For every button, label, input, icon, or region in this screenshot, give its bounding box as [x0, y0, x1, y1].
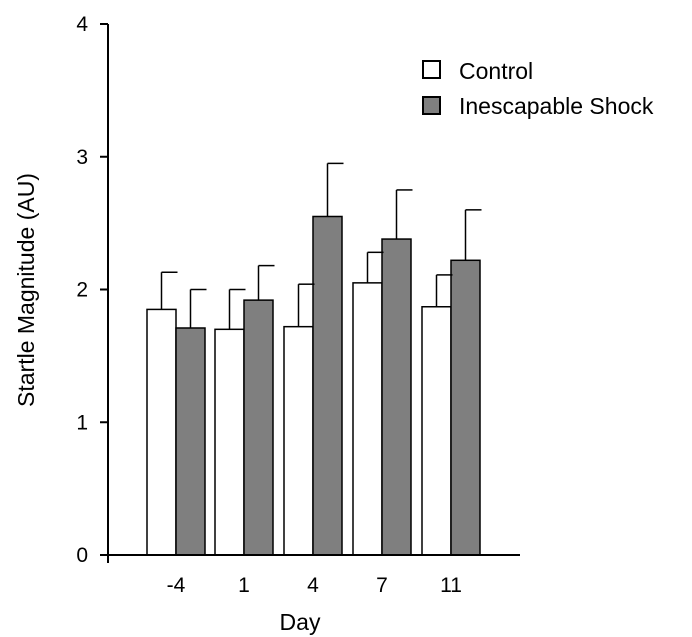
y-tick-label: 4: [76, 13, 88, 36]
bar-control-day-1: [214, 328, 245, 556]
x-tick-label: 7: [376, 574, 388, 597]
y-tick-label: 2: [76, 279, 88, 302]
x-tick-label: 4: [307, 574, 319, 597]
bar-control-day--4: [146, 308, 177, 556]
bar-control-day-4: [283, 325, 314, 556]
legend-label-inescapable-shock: Inescapable Shock: [459, 93, 654, 119]
legend: Control Inescapable Shock: [422, 58, 654, 119]
x-tick-label: 11: [440, 574, 462, 597]
x-tick-label: -4: [167, 574, 186, 597]
error-bar-control-day-4: [297, 283, 315, 327]
bar-inescapable-shock-day-4: [312, 215, 343, 556]
bar-inescapable-shock-day-1: [243, 299, 274, 556]
error-bar-control-day-7: [366, 251, 384, 283]
x-ticks: -4 1 4 7 11: [107, 555, 462, 597]
error-bar-control-day--4: [160, 271, 178, 310]
bar-control-day-11: [421, 306, 452, 556]
error-bar-inescapable-shock-day-1: [257, 264, 275, 301]
y-tick-label: 0: [76, 544, 88, 567]
error-bars-layer: [160, 162, 482, 330]
error-bar-inescapable-shock-day--4: [189, 288, 207, 328]
y-tick-label: 1: [76, 411, 88, 434]
bar-control-day-7: [352, 282, 383, 556]
x-axis-title: Day: [280, 609, 321, 635]
bar-inescapable-shock-day--4: [175, 327, 206, 556]
error-bar-control-day-1: [228, 288, 246, 330]
legend-label-control: Control: [459, 58, 533, 84]
y-axis-title: Startle Magnitude (AU): [13, 173, 39, 407]
error-bar-inescapable-shock-day-7: [395, 189, 413, 240]
error-bar-inescapable-shock-day-4: [326, 162, 344, 217]
bar-inescapable-shock-day-7: [381, 238, 412, 556]
legend-swatch-inescapable-shock: [422, 96, 441, 115]
x-tick-label: 1: [238, 574, 250, 597]
y-tick-label: 3: [76, 146, 88, 169]
y-ticks: 0 1 2 3 4: [76, 13, 108, 567]
legend-swatch-control: [422, 60, 441, 79]
bars-layer: [146, 215, 481, 556]
error-bar-inescapable-shock-day-11: [464, 209, 482, 261]
bar-inescapable-shock-day-11: [450, 259, 481, 556]
error-bar-control-day-11: [435, 274, 453, 307]
